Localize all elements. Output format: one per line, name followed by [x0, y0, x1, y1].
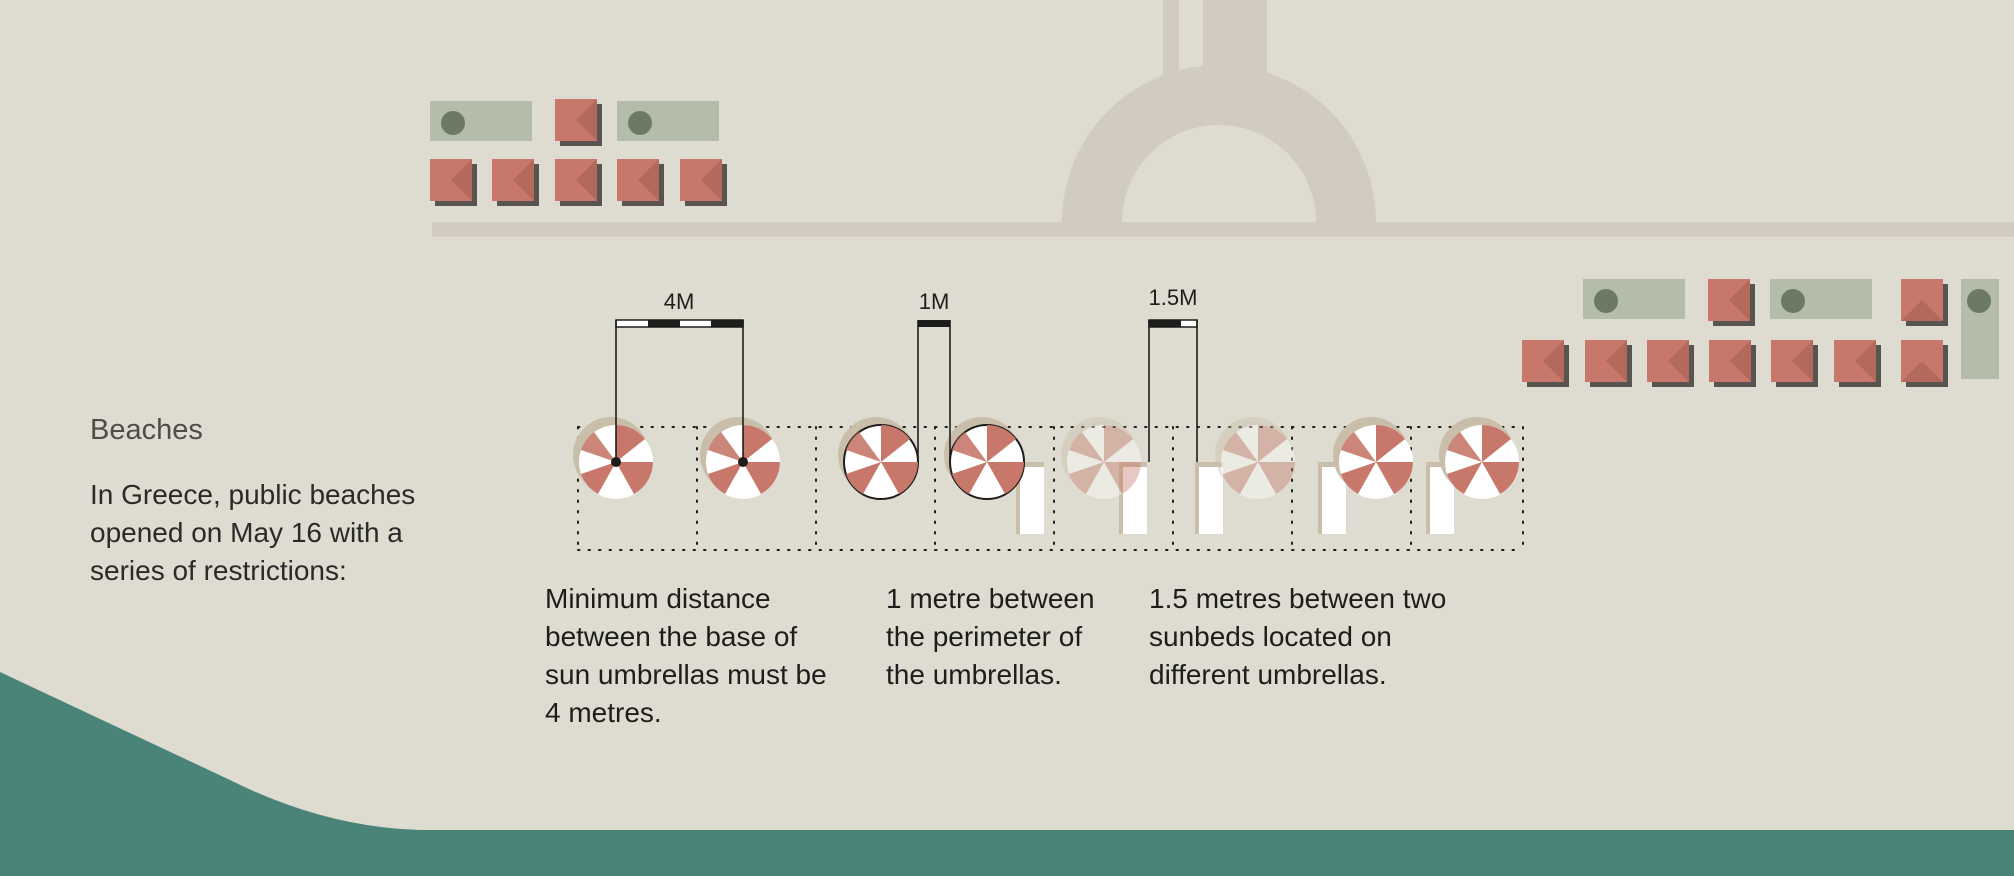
umbrella-5 — [1061, 417, 1141, 499]
umbrella-8 — [1439, 417, 1519, 499]
dimension-1m — [917, 320, 951, 462]
pool-icon — [1770, 279, 1872, 319]
promenade — [432, 0, 2014, 237]
umbrella-4 — [944, 417, 1025, 500]
house-icon — [492, 159, 539, 206]
house-icon — [1771, 340, 1818, 387]
house-icon — [617, 159, 664, 206]
rule-caption-umbrella-base: Minimum distance between the base of sun… — [545, 583, 827, 728]
sunbed-icon — [1016, 462, 1044, 534]
house-icon — [1709, 340, 1756, 387]
dimension-1-5m — [1148, 319, 1198, 462]
sunbed-icon — [1318, 462, 1346, 534]
sunbed-icon — [1119, 462, 1147, 534]
dimension-label-1m: 1M — [918, 289, 950, 314]
pool-icon — [430, 101, 532, 141]
section-intro: In Greece, public beaches opened on May … — [90, 479, 416, 586]
house-icon — [430, 159, 477, 206]
pool-icon — [617, 101, 719, 141]
house-icon — [555, 159, 602, 206]
house-icon — [680, 159, 727, 206]
umbrella-2 — [700, 417, 780, 499]
sunbed-icon — [1195, 462, 1223, 534]
house-icon — [555, 99, 602, 146]
umbrella-3 — [838, 417, 919, 500]
house-icon — [1585, 340, 1632, 387]
rule-caption-umbrella-perimeter: 1 metre between the perimeter of the umb… — [886, 583, 1095, 690]
resort-right — [1522, 279, 1999, 387]
dimension-label-4m: 4M — [663, 289, 695, 314]
umbrella-1 — [573, 417, 653, 499]
umbrella-7 — [1333, 417, 1413, 499]
pool-icon — [1583, 279, 1685, 319]
rule-caption-sunbeds: 1.5 metres between two sunbeds located o… — [1149, 583, 1447, 690]
house-icon — [1834, 340, 1881, 387]
sea — [0, 672, 2014, 876]
house-icon — [1901, 340, 1948, 387]
house-icon — [1901, 279, 1948, 326]
dimension-label-1-5m: 1.5M — [1148, 285, 1198, 310]
dimension-4m — [615, 319, 744, 462]
umbrella-6 — [1215, 417, 1295, 499]
house-icon — [1708, 279, 1755, 326]
section-title: Beaches — [90, 414, 203, 446]
sunbeds — [1016, 462, 1454, 534]
resort-top-left — [430, 99, 727, 206]
house-icon — [1647, 340, 1694, 387]
house-icon — [1522, 340, 1569, 387]
pool-icon — [1961, 279, 1999, 379]
